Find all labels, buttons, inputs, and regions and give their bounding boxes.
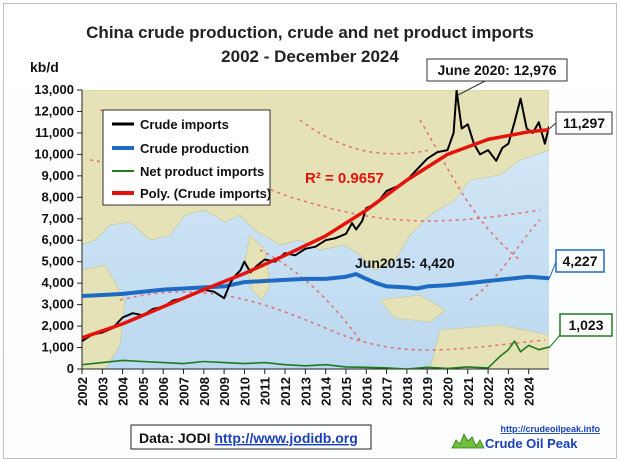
shipping-route-line — [119, 291, 546, 351]
callout-jun2015: Jun2015: 4,420 — [355, 255, 455, 271]
x-tick-label: 2015 — [339, 377, 354, 406]
legend-label-net-product-imports: Net product imports — [140, 164, 264, 179]
legend-label-crude-imports: Crude imports — [140, 117, 229, 132]
logo-url: http://crudeoilpeak.info — [500, 424, 600, 434]
y-tick-label: 0 — [67, 361, 74, 376]
x-tick-label: 2019 — [420, 377, 435, 406]
source-note: Data: JODI http://www.jodidb.org — [130, 424, 372, 450]
land-islands — [379, 294, 446, 323]
x-tick-label: 2008 — [197, 377, 212, 406]
y-tick-label: 13,000 — [34, 82, 74, 97]
x-tick-label: 2016 — [359, 377, 374, 406]
land-south — [429, 324, 549, 369]
y-tick-label: 10,000 — [34, 146, 74, 161]
legend-label-crude-production: Crude production — [140, 141, 249, 156]
y-tick-label: 9,000 — [41, 168, 74, 183]
x-tick-label: 2002 — [75, 377, 90, 406]
y-tick-label: 5,000 — [41, 254, 74, 269]
x-tick-label: 2004 — [116, 376, 131, 406]
x-tick-label: 2018 — [400, 377, 415, 406]
y-tick-label: 8,000 — [41, 189, 74, 204]
callout-peak-leader — [457, 79, 488, 96]
y-tick-label: 6,000 — [41, 232, 74, 247]
callout-last-imports: 11,297 — [548, 111, 613, 135]
y-axis-label: kb/d — [30, 59, 59, 75]
y-ticks: 0 1,000 2,000 3,000 4,000 5,000 6,000 7,000 8,00… — [34, 82, 82, 376]
x-tick-label: 2003 — [95, 377, 110, 406]
source-link[interactable]: http://www.jodidb.org — [214, 430, 357, 446]
crude-oil-peak-logo: http://crudeoilpeak.info Crude Oil Peak — [451, 424, 600, 451]
series-layer — [82, 90, 549, 369]
y-tick-label: 3,000 — [41, 297, 74, 312]
x-tick-label: 2024 — [522, 376, 537, 406]
callout-peak: June 2020: 12,976 — [426, 58, 568, 96]
y-tick-label: 12,000 — [34, 103, 74, 118]
x-tick-label: 2013 — [298, 377, 313, 406]
source-prefix: Data: JODI — [139, 430, 214, 446]
callout-jun2015-text: Jun2015: 4,420 — [355, 255, 455, 271]
x-tick-label: 2009 — [217, 377, 232, 406]
x-tick-label: 2014 — [319, 376, 334, 406]
callout-last-imports-text: 11,297 — [563, 115, 605, 131]
chart-title: China crude production, crude and net pr… — [86, 23, 534, 42]
series-line-crude-production — [82, 272, 549, 298]
callout-last-products-box — [559, 313, 613, 337]
y-tick-label: 2,000 — [41, 318, 74, 333]
x-ticks: 2002 2003 2004 2005 2006 2007 2008 2009 2010 2011… — [75, 369, 537, 406]
x-tick-label: 2012 — [278, 377, 293, 406]
x-tick-label: 2011 — [258, 377, 273, 405]
series-line-net-product-imports — [82, 340, 549, 369]
callout-last-products: 1,023 — [548, 313, 613, 349]
x-tick-label: 2023 — [501, 377, 516, 406]
legend-box — [102, 109, 271, 206]
source-box — [130, 424, 372, 450]
chart-subtitle: 2002 - December 2024 — [221, 47, 399, 66]
x-tick-label: 2005 — [136, 377, 151, 406]
r-squared-label: R² = 0.9657 — [305, 170, 384, 187]
callout-last-production-text: 4,227 — [562, 253, 597, 269]
callout-last-imports-box — [555, 111, 613, 135]
logo-name: Crude Oil Peak — [485, 436, 578, 451]
callout-peak-text: June 2020: 12,976 — [437, 62, 556, 78]
callout-last-production: 4,227 — [548, 249, 605, 280]
land-africa — [82, 264, 126, 369]
x-tick-label: 2007 — [177, 377, 192, 406]
x-tick-label: 2022 — [481, 377, 496, 406]
shipping-route-line — [259, 249, 361, 341]
shipping-route-line — [299, 119, 431, 155]
callout-last-products-text: 1,023 — [568, 317, 603, 333]
source-text: Data: JODI http://www.jodidb.org — [139, 430, 358, 446]
x-tick-label: 2006 — [156, 377, 171, 406]
callout-last-production-box — [555, 249, 605, 273]
shipping-route-line — [419, 119, 521, 261]
x-tick-label: 2010 — [237, 377, 252, 406]
y-tick-label: 4,000 — [41, 275, 74, 290]
callout-peak-box — [426, 58, 568, 82]
legend: Crude imports Crude production Net produ… — [102, 109, 271, 206]
y-tick-label: 1,000 — [41, 340, 74, 355]
logo-graph-icon — [451, 433, 485, 449]
legend-label-poly: Poly. (Crude imports) — [140, 186, 271, 201]
x-tick-label: 2020 — [440, 377, 455, 406]
x-tick-label: 2017 — [380, 377, 395, 406]
x-tick-label: 2021 — [461, 377, 476, 406]
y-tick-label: 11,000 — [35, 125, 74, 140]
y-tick-label: 7,000 — [41, 211, 74, 226]
series-line-poly-crude-imports — [82, 127, 549, 340]
